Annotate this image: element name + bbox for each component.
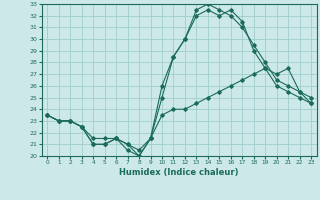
X-axis label: Humidex (Indice chaleur): Humidex (Indice chaleur) bbox=[119, 168, 239, 177]
